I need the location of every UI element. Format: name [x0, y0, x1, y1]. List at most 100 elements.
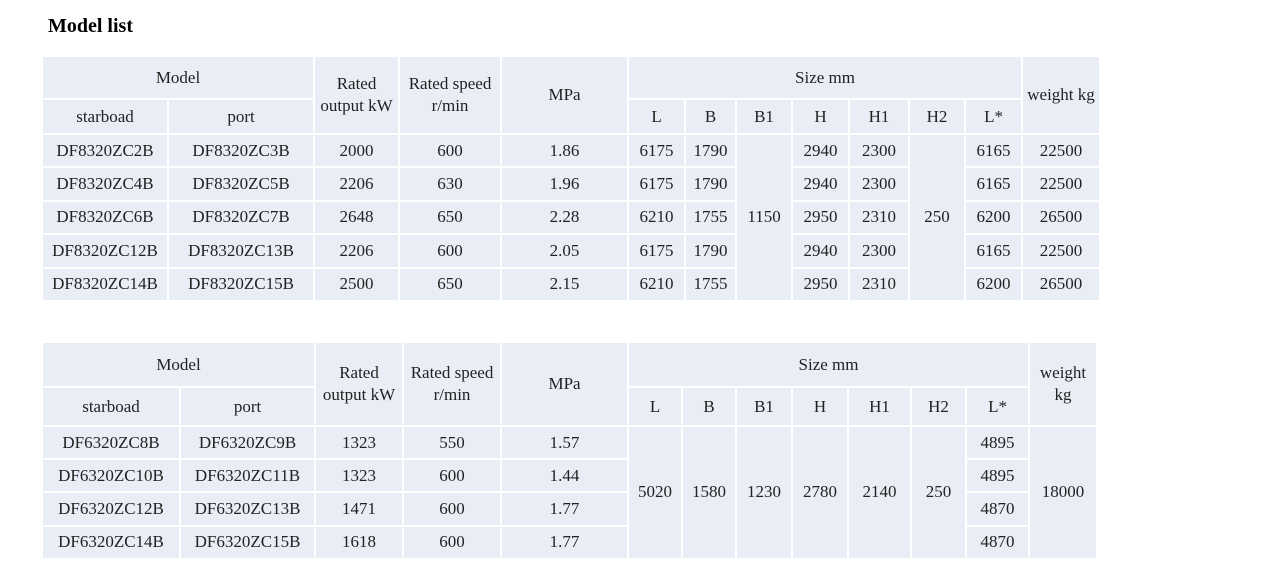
cell: 2940 — [791, 233, 851, 269]
cell: 250 — [908, 133, 967, 302]
cell: 4895 — [965, 424, 1031, 461]
header-cell: L — [627, 98, 687, 135]
cell: DF6320ZC9B — [178, 424, 317, 461]
header-cell: L* — [964, 98, 1024, 135]
cell: 1.77 — [500, 491, 630, 527]
cell: 1323 — [314, 458, 405, 494]
cell: 22500 — [1021, 132, 1102, 169]
cell: DF6320ZC8B — [41, 424, 181, 461]
title: Model list — [48, 15, 133, 37]
table-row: DF6320ZC10B DF6320ZC11B 1323 600 1.44 4895 — [41, 458, 1097, 494]
model-table: Model Rated output kW Rated speed r/min MPa… — [40, 55, 1102, 302]
cell: 2206 — [313, 233, 401, 269]
cell: 1150 — [735, 133, 794, 302]
cell: 26500 — [1021, 266, 1102, 302]
cell: 6210 — [627, 266, 687, 302]
cell: 2310 — [848, 199, 911, 236]
cell: 2950 — [791, 266, 851, 302]
header-cell: MPa — [500, 341, 630, 427]
header-cell: Rated output kW — [314, 341, 405, 427]
cell: 600 — [398, 132, 503, 169]
header-cell: Rated speed r/min — [398, 55, 503, 135]
header-cell: H — [791, 386, 850, 427]
cell: 6200 — [964, 266, 1024, 302]
table-row: starboad port L B B1 H H1 H2 L* — [41, 98, 1100, 135]
header-cell: starboad — [41, 98, 169, 135]
cell: 6200 — [964, 199, 1024, 236]
cell: DF6320ZC11B — [178, 458, 317, 494]
table-row: DF6320ZC8B DF6320ZC9B 1323 550 1.57 5020 1580 1… — [41, 424, 1099, 560]
header-cell: starboad — [41, 386, 181, 427]
header-cell: Size mm — [627, 341, 1031, 388]
cell: DF6320ZC12B — [41, 491, 181, 527]
cell: 550 — [402, 424, 503, 461]
cell: 6175 — [627, 132, 687, 169]
cell: 2.05 — [500, 233, 630, 269]
cell: DF8320ZC12B — [41, 233, 169, 269]
cell: 1323 — [314, 424, 405, 461]
header-cell: H2 — [908, 98, 967, 135]
cell: 250 — [910, 425, 968, 560]
cell: 2.15 — [500, 266, 630, 302]
cell: 6165 — [964, 132, 1024, 169]
cell: 2140 — [847, 425, 913, 560]
cell: 1.44 — [500, 458, 630, 494]
table-row: starboad port L B B1 H H1 H2 L* — [41, 386, 1097, 427]
table-row: DF6320ZC14B DF6320ZC15B 1618 600 1.77 4870 — [41, 524, 1097, 560]
cell: 2300 — [848, 132, 911, 169]
cell: 650 — [398, 199, 503, 236]
cell: DF6320ZC10B — [41, 458, 181, 494]
cell: DF8320ZC14B — [41, 266, 169, 302]
cell: 2940 — [791, 132, 851, 169]
cell: DF6320ZC13B — [178, 491, 317, 527]
cell: 630 — [398, 166, 503, 202]
cell: 18000 — [1028, 425, 1099, 560]
cell: 2000 — [313, 132, 401, 169]
header-cell: weight kg — [1028, 341, 1099, 427]
header-cell: H — [791, 98, 851, 135]
table-row: DF8320ZC6B DF8320ZC7B 2648 650 2.28 6210 1755 2… — [41, 199, 1102, 236]
cell: 6165 — [964, 166, 1024, 202]
header-cell: L* — [965, 386, 1031, 427]
header-cell: Rated output kW — [313, 55, 401, 135]
cell: 1755 — [684, 266, 738, 302]
table-row: DF8320ZC4B DF8320ZC5B 2206 630 1.96 6175 1790 2… — [41, 166, 1102, 202]
table-row: DF8320ZC12B DF8320ZC13B 2206 600 2.05 6175 179… — [41, 233, 1102, 269]
table-row: DF8320ZC2B DF8320ZC3B 2000 600 1.86 6175 1790 1… — [41, 132, 1102, 302]
cell: 1755 — [684, 199, 738, 236]
cell: 6165 — [964, 233, 1024, 269]
table-row: DF8320ZC14B DF8320ZC15B 2500 650 2.15 6210 175… — [41, 266, 1102, 302]
cell: 600 — [402, 458, 503, 494]
header-cell: H1 — [848, 98, 911, 135]
cell: 4895 — [965, 458, 1031, 494]
cell: DF8320ZC4B — [41, 166, 169, 202]
header-cell: B1 — [735, 386, 794, 427]
header-cell: H1 — [847, 386, 913, 427]
cell: DF8320ZC5B — [166, 166, 316, 202]
header-cell: port — [178, 386, 317, 427]
cell: 1790 — [684, 233, 738, 269]
cell: 22500 — [1021, 233, 1102, 269]
cell: 2648 — [313, 199, 401, 236]
cell: 600 — [402, 491, 503, 527]
cell: 1790 — [684, 132, 738, 169]
cell: 1.77 — [500, 524, 630, 560]
cell: DF8320ZC7B — [166, 199, 316, 236]
header-cell: B — [684, 98, 738, 135]
cell: 6210 — [627, 199, 687, 236]
cell: DF6320ZC15B — [178, 524, 317, 560]
table-row: Model Rated output kW Rated speed r/min MPa… — [40, 341, 1099, 427]
cell: 4870 — [965, 491, 1031, 527]
cell: DF8320ZC15B — [166, 266, 316, 302]
cell: 1.57 — [500, 424, 630, 461]
cell: DF6320ZC14B — [41, 524, 181, 560]
cell: 2300 — [848, 233, 911, 269]
cell: DF8320ZC6B — [41, 199, 169, 236]
cell: 1.86 — [500, 132, 630, 169]
cell: 1618 — [314, 524, 405, 560]
header-cell: B1 — [735, 98, 794, 135]
cell: 1790 — [684, 166, 738, 202]
header-cell: Model — [40, 341, 317, 388]
cell: 5020 — [627, 425, 684, 560]
